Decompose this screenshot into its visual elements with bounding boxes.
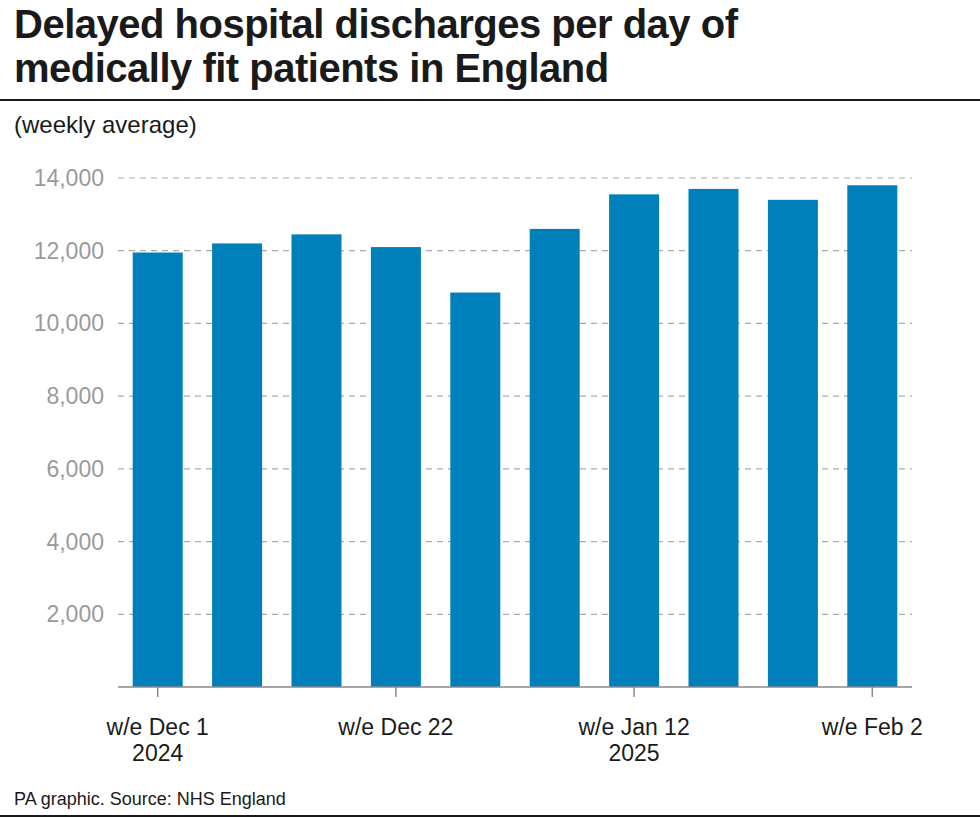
y-tick-label: 6,000	[46, 456, 104, 482]
x-tick-label: w/e Jan 122025	[577, 714, 689, 766]
bar	[609, 194, 659, 687]
bar	[371, 247, 421, 687]
bar	[291, 234, 341, 687]
subtitle: (weekly average)	[14, 111, 197, 138]
grid-line	[118, 177, 912, 178]
bar	[530, 229, 580, 687]
bar	[133, 253, 183, 687]
x-axis	[118, 686, 912, 688]
y-tick-label: 8,000	[46, 383, 104, 409]
x-tick-label: w/e Dec 22	[337, 714, 453, 740]
bar	[212, 243, 262, 687]
x-tick	[157, 687, 159, 697]
bar	[688, 189, 738, 687]
bar	[847, 185, 897, 687]
y-tick-label: 4,000	[46, 529, 104, 555]
x-tick	[872, 687, 874, 697]
source: PA graphic. Source: NHS England	[14, 789, 286, 809]
x-tick	[633, 687, 635, 697]
footer-rule	[0, 815, 980, 817]
y-tick-label: 14,000	[34, 165, 104, 191]
x-tick-label: w/e Feb 2	[821, 714, 923, 740]
title: Delayed hospital discharges per day of m…	[14, 2, 864, 90]
y-tick-label: 10,000	[34, 310, 104, 336]
x-tick	[395, 687, 397, 697]
y-axis	[118, 178, 119, 687]
x-tick-label: w/e Dec 12024	[106, 714, 209, 766]
y-tick-label: 2,000	[46, 601, 104, 627]
header-rule	[0, 99, 980, 101]
bar	[450, 293, 500, 687]
y-tick-label: 12,000	[34, 238, 104, 264]
bar	[768, 200, 818, 687]
